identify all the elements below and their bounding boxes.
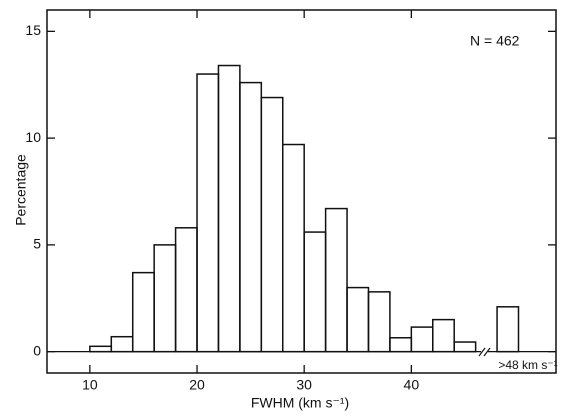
bar (239, 81, 263, 353)
plot-frame (46, 9, 557, 374)
y-axis-label: Percentage (13, 154, 29, 226)
bar (367, 291, 391, 353)
bar (217, 64, 241, 353)
annotation: >48 km s⁻¹ (498, 358, 557, 372)
bar (174, 227, 198, 353)
bar (281, 143, 305, 353)
bar (260, 96, 284, 353)
break-mark (483, 347, 491, 357)
bar (453, 341, 477, 353)
bar (389, 337, 413, 353)
bar (196, 73, 220, 353)
bar (432, 318, 455, 353)
y-tick-label: 0 (33, 342, 41, 358)
break-mark (478, 347, 486, 357)
bar (410, 326, 434, 353)
annotation: N = 462 (470, 33, 520, 49)
x-tick-label: 40 (404, 377, 420, 393)
axis-break (478, 347, 491, 357)
x-tick-label: 20 (189, 377, 205, 393)
bar (496, 306, 520, 353)
bar (324, 207, 348, 353)
bar (303, 231, 327, 353)
y-tick-label: 10 (25, 129, 41, 145)
bar (110, 335, 134, 353)
y-tick-label: 15 (25, 22, 41, 38)
bar (346, 286, 370, 353)
bar (131, 271, 155, 353)
bar (153, 244, 177, 353)
x-tick-label: 30 (296, 377, 312, 393)
x-tick-label: 10 (82, 377, 98, 393)
bar (89, 345, 113, 353)
x-axis-label: FWHM (km s⁻¹) (251, 395, 349, 411)
y-tick-label: 5 (33, 236, 41, 252)
